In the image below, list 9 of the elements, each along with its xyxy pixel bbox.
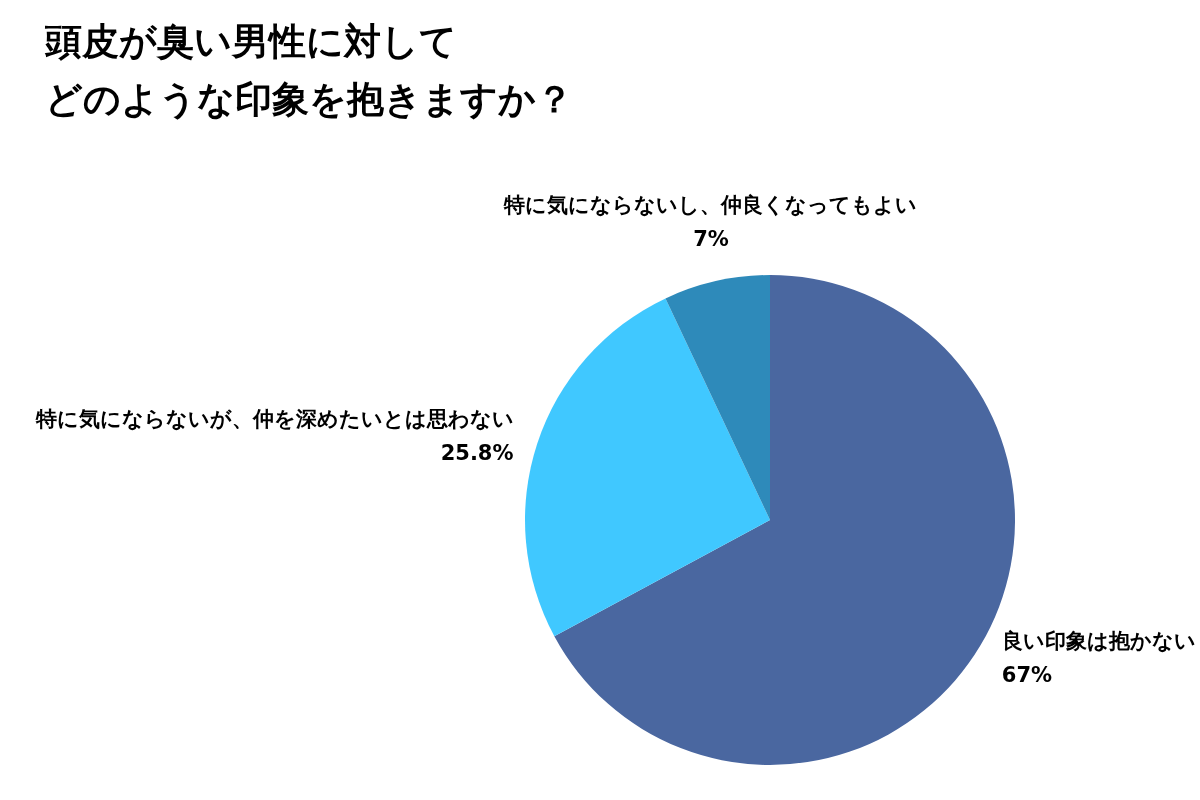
pie-slice xyxy=(665,275,770,520)
data-label: 25.8% xyxy=(440,440,514,465)
slice-label: 良い印象は抱かない xyxy=(1001,629,1196,654)
slice-label: 特に気にならないが、仲を深めたいとは思わない xyxy=(34,406,514,431)
data-label: 7% xyxy=(693,226,729,251)
data-label: 67% xyxy=(1001,663,1053,688)
chart-title: 頭皮が臭い男性に対してどのような印象を抱きますか？ xyxy=(44,20,573,121)
slice-label: 特に気にならないし、仲良くなってもよい xyxy=(503,192,918,217)
pie-slice xyxy=(525,298,770,637)
